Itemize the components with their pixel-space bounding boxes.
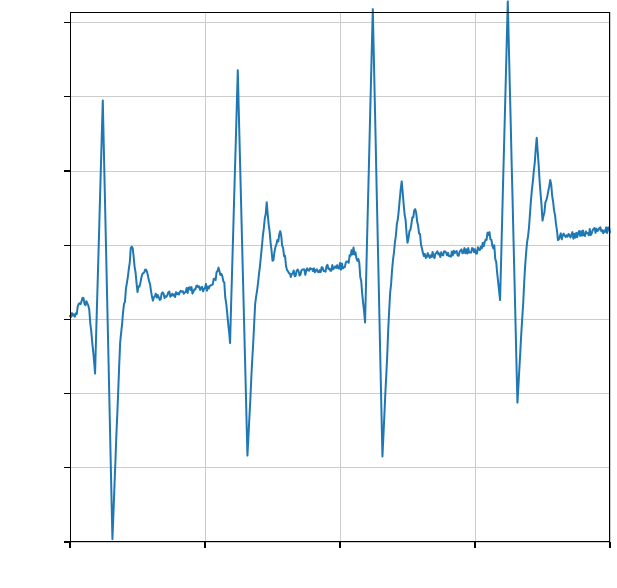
ytick bbox=[64, 245, 70, 246]
chart-plot-area bbox=[70, 12, 610, 542]
axis-right bbox=[609, 12, 610, 542]
ytick bbox=[64, 467, 70, 468]
xtick bbox=[204, 542, 205, 548]
line-series-signal bbox=[70, 12, 610, 542]
ytick bbox=[64, 170, 70, 171]
ytick bbox=[64, 22, 70, 23]
ytick bbox=[64, 393, 70, 394]
xtick bbox=[69, 542, 70, 548]
axis-left bbox=[70, 12, 71, 542]
xtick bbox=[339, 542, 340, 548]
ytick bbox=[64, 96, 70, 97]
axis-top bbox=[70, 12, 610, 13]
xtick bbox=[609, 542, 610, 548]
ytick bbox=[64, 541, 70, 542]
ytick bbox=[64, 319, 70, 320]
xtick bbox=[474, 542, 475, 548]
